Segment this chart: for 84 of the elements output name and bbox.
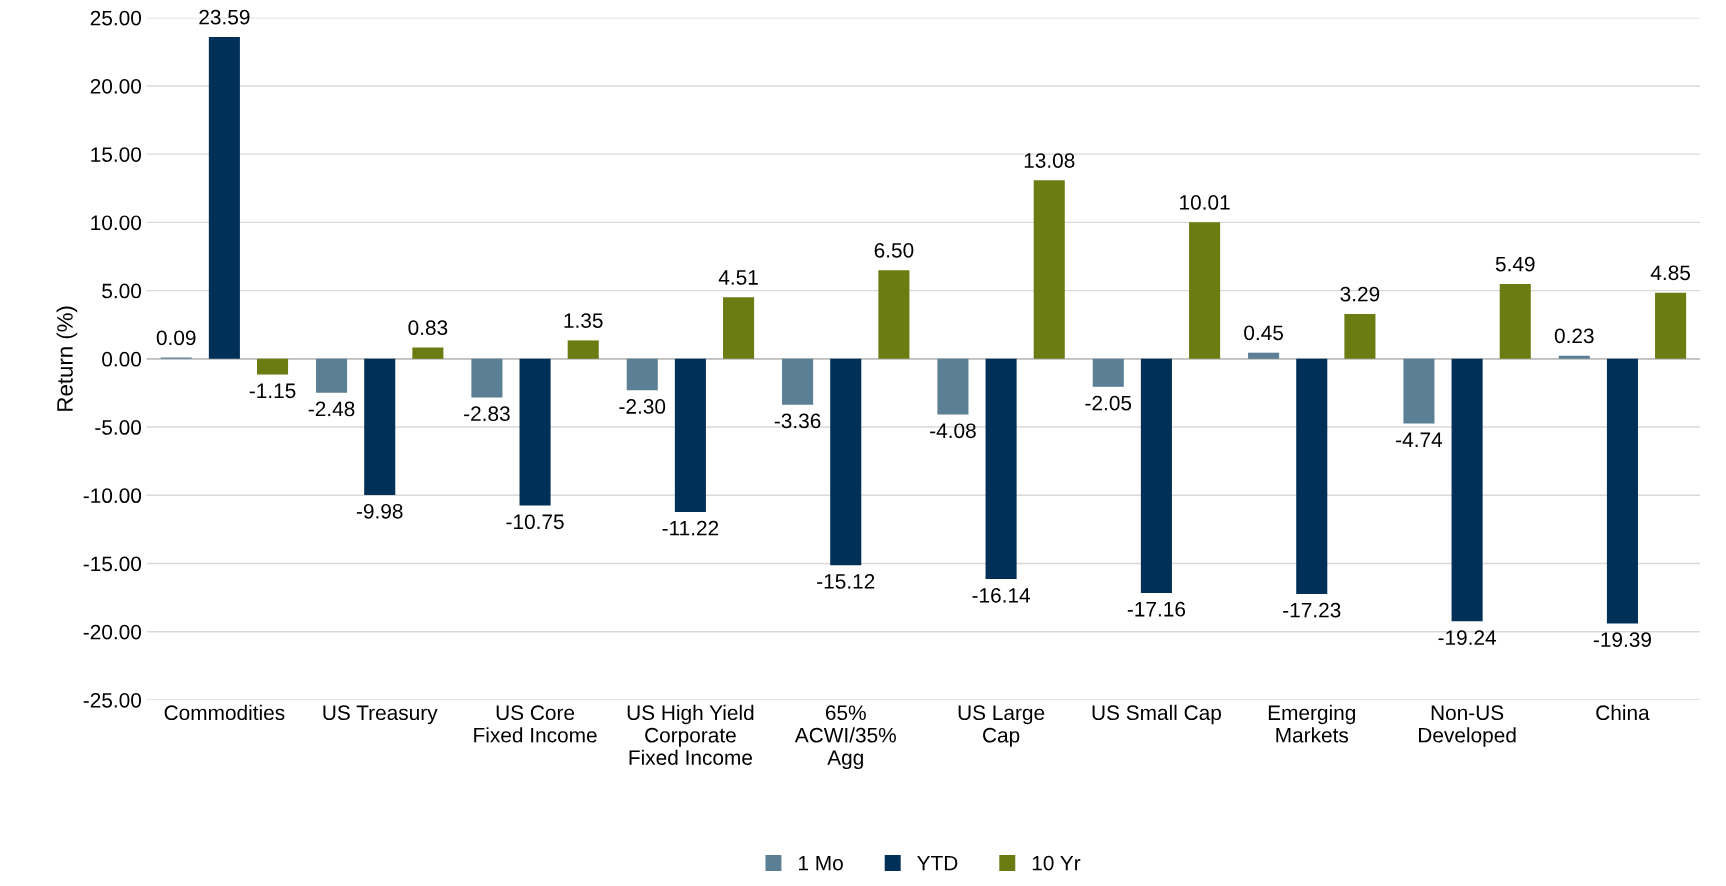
bar bbox=[723, 297, 755, 359]
data-label: 0.23 bbox=[1554, 328, 1594, 344]
data-label: -17.16 bbox=[1127, 601, 1186, 617]
x-tick-label: US Core Fixed Income bbox=[474, 705, 597, 743]
legend-label: 10 Yr bbox=[1032, 855, 1081, 871]
data-label: 0.83 bbox=[408, 320, 448, 336]
data-label: 1.35 bbox=[564, 313, 603, 328]
data-label: -3.36 bbox=[774, 413, 821, 429]
x-tick-label: Commodities bbox=[164, 704, 285, 721]
data-label: 10.01 bbox=[1180, 195, 1230, 210]
data-label: -19.39 bbox=[1593, 632, 1651, 648]
data-label: -9.98 bbox=[356, 503, 403, 519]
bar bbox=[1655, 292, 1687, 359]
bar bbox=[1296, 358, 1328, 594]
x-tick-label: US Small Cap bbox=[1092, 704, 1221, 725]
data-label: 6.50 bbox=[874, 242, 914, 258]
bar bbox=[626, 358, 658, 391]
y-tick-label: 20.00 bbox=[90, 78, 142, 94]
data-label: -2.30 bbox=[619, 399, 666, 414]
x-tick-label: China bbox=[1596, 704, 1650, 721]
data-label: 0.09 bbox=[156, 330, 196, 346]
bar bbox=[567, 340, 599, 359]
bar bbox=[1606, 358, 1638, 624]
y-tick-label: -10.00 bbox=[83, 488, 142, 504]
bar bbox=[1248, 352, 1280, 359]
bar bbox=[1499, 283, 1531, 359]
bar bbox=[412, 347, 444, 359]
data-label: -15.12 bbox=[817, 574, 875, 589]
data-label: 4.51 bbox=[718, 270, 758, 285]
y-tick-label: 15.00 bbox=[91, 147, 142, 162]
y-tick-label: 0.00 bbox=[102, 351, 142, 367]
bar bbox=[1403, 358, 1435, 424]
bar bbox=[208, 36, 240, 359]
data-label: -2.48 bbox=[308, 401, 355, 417]
bar bbox=[1033, 180, 1065, 359]
data-label: -11.22 bbox=[662, 520, 719, 536]
data-label: -2.05 bbox=[1085, 395, 1132, 411]
bar bbox=[519, 358, 551, 506]
bar bbox=[782, 358, 814, 405]
bar bbox=[471, 358, 503, 398]
y-tick-label: 10.00 bbox=[91, 215, 142, 231]
bar bbox=[937, 358, 969, 415]
data-label: -16.14 bbox=[972, 587, 1031, 603]
data-label: -19.24 bbox=[1438, 630, 1497, 645]
bar bbox=[674, 358, 706, 512]
bar bbox=[316, 358, 348, 393]
data-label: -10.75 bbox=[506, 514, 564, 530]
y-tick-label: -15.00 bbox=[83, 556, 142, 572]
data-label: 0.45 bbox=[1244, 325, 1284, 341]
legend-label: YTD bbox=[917, 855, 958, 871]
y-tick-label: 25.00 bbox=[90, 10, 142, 26]
data-label: 5.49 bbox=[1495, 256, 1535, 272]
bar bbox=[1344, 313, 1376, 359]
data-label: 23.59 bbox=[199, 9, 250, 25]
data-label: -17.23 bbox=[1283, 602, 1341, 618]
x-tick-label: Non-US Developed bbox=[1419, 705, 1516, 747]
bar bbox=[878, 270, 910, 359]
bar bbox=[1092, 358, 1124, 387]
x-tick-label: US Treasury bbox=[323, 705, 438, 725]
x-tick-label: US Large Cap bbox=[958, 705, 1045, 747]
bar bbox=[1189, 222, 1221, 359]
bar bbox=[1558, 355, 1590, 359]
bar bbox=[985, 358, 1017, 580]
bar bbox=[364, 358, 396, 495]
data-label: -4.08 bbox=[930, 423, 976, 439]
data-label: 4.85 bbox=[1650, 265, 1690, 281]
x-tick-label: 65% ACWI/35% Agg bbox=[794, 705, 896, 770]
data-label: -1.15 bbox=[249, 383, 296, 399]
y-tick-label: -25.00 bbox=[83, 692, 142, 708]
data-label: -2.83 bbox=[464, 406, 510, 422]
data-label: 13.08 bbox=[1024, 153, 1075, 168]
y-tick-label: -20.00 bbox=[83, 624, 142, 640]
y-tick-label: -5.00 bbox=[95, 420, 142, 435]
bar bbox=[830, 358, 862, 566]
x-tick-label: US High Yield Corporate Fixed Income bbox=[627, 704, 754, 765]
y-axis-title: Return (%) bbox=[56, 306, 78, 411]
legend-label: 1 Mo bbox=[799, 855, 843, 871]
bar bbox=[1451, 358, 1483, 622]
bar bbox=[257, 358, 289, 375]
data-label: 3.29 bbox=[1340, 286, 1380, 302]
x-tick-label: Emerging Markets bbox=[1268, 704, 1355, 743]
y-tick-label: 5.00 bbox=[102, 283, 142, 299]
data-label: -4.74 bbox=[1396, 432, 1443, 447]
bar bbox=[1140, 358, 1172, 593]
